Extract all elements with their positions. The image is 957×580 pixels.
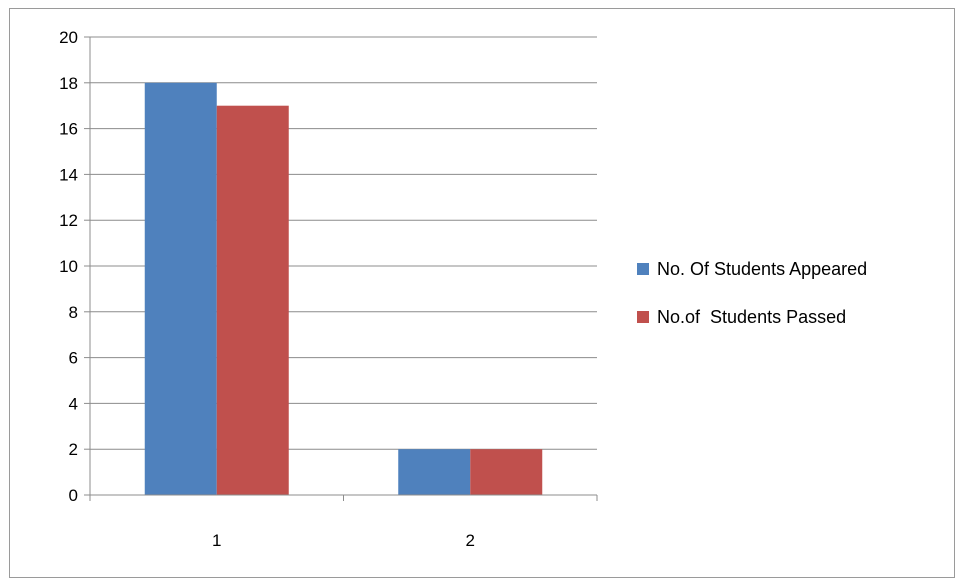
- x-tick-label: 2: [466, 531, 475, 550]
- y-tick-label: 2: [69, 440, 78, 459]
- bars: [144, 82, 543, 496]
- y-tick-label: 16: [59, 120, 78, 139]
- bar-passed-1: [216, 105, 289, 495]
- legend-swatch-appeared: [637, 263, 649, 275]
- legend: No. Of Students Appeared No.of Students P…: [637, 259, 867, 327]
- bar-appeared-2: [398, 449, 471, 495]
- y-tick-label: 6: [69, 349, 78, 368]
- y-tick-label: 4: [69, 394, 78, 413]
- legend-label-passed: No.of Students Passed: [657, 307, 846, 327]
- y-tick-label: 14: [59, 165, 78, 184]
- y-tick-label: 10: [59, 257, 78, 276]
- y-tick-label: 0: [69, 486, 78, 505]
- bar-passed-2: [470, 449, 543, 495]
- legend-swatch-passed: [637, 311, 649, 323]
- legend-label-appeared: No. Of Students Appeared: [657, 259, 867, 279]
- y-tick-label: 8: [69, 303, 78, 322]
- y-tick-label: 20: [59, 28, 78, 47]
- y-tick-label: 12: [59, 211, 78, 230]
- x-tick-label: 1: [212, 531, 221, 550]
- bar-appeared-1: [144, 82, 217, 496]
- y-tick-label: 18: [59, 74, 78, 93]
